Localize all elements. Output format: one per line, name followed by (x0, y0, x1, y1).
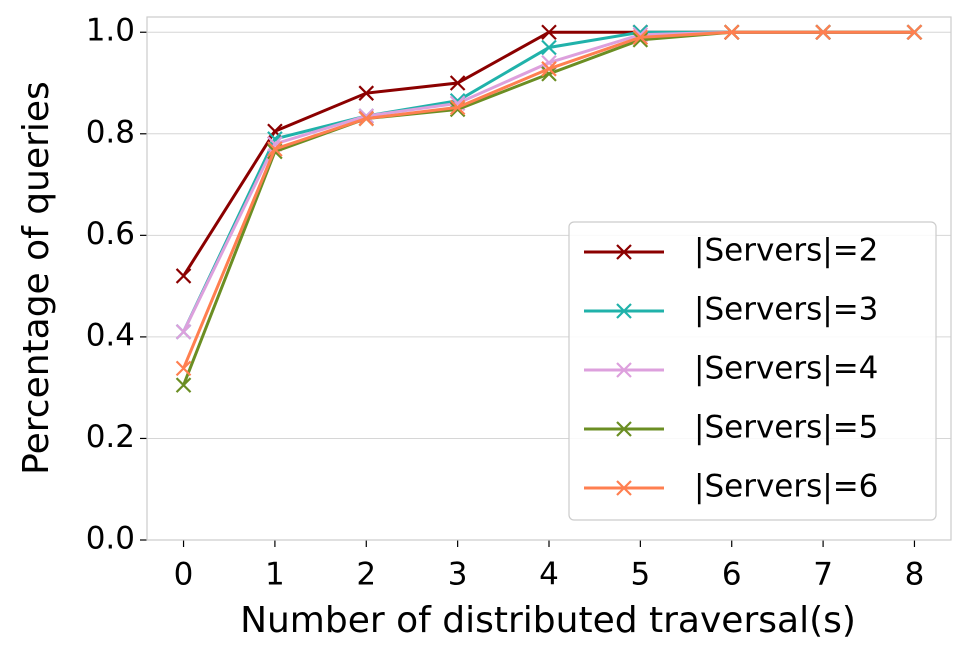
marker (815, 24, 831, 41)
y-axis-label: Percentage of queries (16, 81, 57, 475)
x-axis-label: Number of distributed traversal(s) (240, 600, 856, 641)
x-tick-label: 5 (630, 557, 650, 593)
marker (358, 85, 375, 101)
marker (267, 123, 283, 140)
legend-label: |Servers|=5 (694, 410, 878, 446)
marker (175, 324, 192, 340)
marker (449, 75, 466, 91)
legend-label: |Servers|=2 (694, 233, 878, 269)
marker (267, 141, 283, 157)
marker (541, 61, 557, 77)
x-tick-label: 7 (813, 557, 833, 593)
legend-label: |Servers|=3 (694, 292, 878, 328)
x-tick-label: 6 (722, 557, 742, 593)
marker (449, 99, 466, 116)
marker (541, 24, 557, 41)
y-tick-label: 0.0 (86, 521, 135, 557)
y-tick-label: 0.8 (86, 114, 135, 150)
x-tick-label: 8 (905, 557, 925, 593)
x-tick-label: 2 (356, 557, 376, 593)
marker (541, 39, 557, 56)
y-tick-label: 0.6 (86, 216, 135, 252)
legend-label: |Servers|=4 (694, 351, 878, 387)
x-tick-label: 4 (539, 557, 559, 593)
x-tick-label: 3 (448, 557, 468, 593)
marker (906, 24, 923, 41)
y-tick-label: 0.4 (86, 317, 135, 353)
legend-marker (616, 362, 632, 378)
legend-marker (616, 480, 632, 496)
legend-marker (616, 421, 632, 437)
marker (175, 377, 192, 393)
y-tick-label: 0.2 (86, 419, 135, 455)
legend-marker (616, 244, 632, 260)
y-tick-label: 1.0 (86, 13, 135, 49)
legend-marker (616, 303, 632, 319)
marker (175, 360, 192, 377)
marker (358, 110, 375, 127)
x-tick-label: 0 (174, 557, 194, 593)
x-tick-label: 1 (265, 557, 285, 593)
marker (723, 24, 740, 41)
legend-label: |Servers|=6 (694, 469, 878, 505)
plot-frame (146, 16, 952, 541)
marker (175, 268, 192, 284)
legend-box (568, 221, 937, 521)
marker (632, 29, 649, 46)
marker (632, 32, 649, 48)
